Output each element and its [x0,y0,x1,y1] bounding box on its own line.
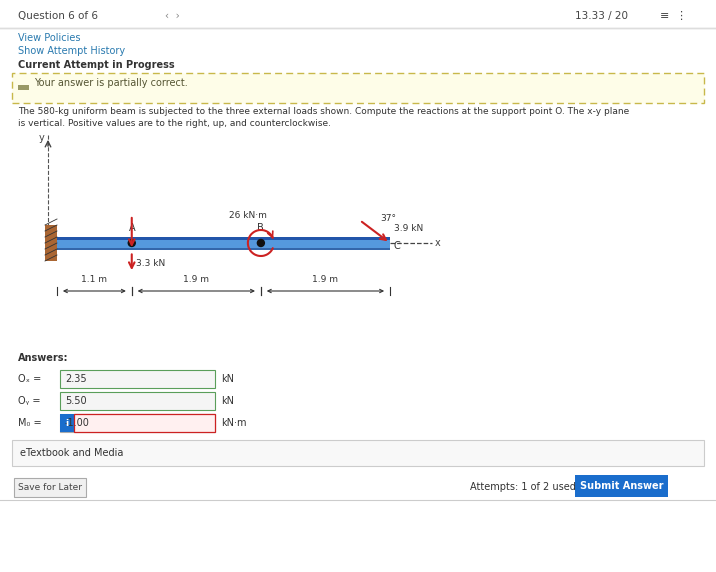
Bar [60,414,74,432]
Bar [57,236,390,240]
Text: eTextbook and Media: eTextbook and Media [20,448,123,458]
Text: kN: kN [221,374,234,384]
Text: Your answer is partially correct.: Your answer is partially correct. [34,78,188,88]
Text: 3.9 kN: 3.9 kN [394,224,423,233]
Circle shape [257,240,264,247]
Text: x: x [435,238,441,248]
Bar [14,478,86,497]
Text: O: O [49,237,56,247]
Text: 2.35: 2.35 [65,374,87,384]
Text: 1.9 m: 1.9 m [312,275,339,284]
Text: 37°: 37° [380,213,396,223]
Text: 13.33 / 20: 13.33 / 20 [575,11,628,21]
Text: Submit Answer: Submit Answer [580,481,663,491]
Text: Answers:: Answers: [18,353,69,363]
Text: ⋮: ⋮ [675,11,686,21]
Text: Save for Later: Save for Later [18,483,82,491]
Text: Oₓ =: Oₓ = [18,374,42,384]
Text: Attempts: 1 of 2 used: Attempts: 1 of 2 used [470,482,576,492]
Text: Oᵧ =: Oᵧ = [18,396,41,406]
Text: A: A [128,223,135,233]
Bar [60,414,215,432]
Text: B: B [256,223,263,233]
Text: kN·m: kN·m [221,418,246,428]
Text: M₀ =: M₀ = [18,418,42,428]
Text: is vertical. Positive values are to the right, up, and counterclockwise.: is vertical. Positive values are to the … [18,120,331,129]
Text: 26 kN·m: 26 kN·m [229,210,267,220]
Bar [12,440,704,466]
Text: Current Attempt in Progress: Current Attempt in Progress [18,60,175,70]
Text: The 580-kg uniform beam is subjected to the three external loads shown. Compute : The 580-kg uniform beam is subjected to … [18,108,629,117]
Circle shape [128,240,135,247]
Text: 1.9 m: 1.9 m [183,275,209,284]
Bar [74,414,215,432]
Bar [45,225,57,261]
Text: y: y [39,133,45,143]
Bar [575,475,668,497]
Text: 3.3 kN: 3.3 kN [136,259,165,268]
Bar [18,85,29,90]
Bar [60,392,215,410]
Text: 5.50: 5.50 [65,396,87,406]
Bar [12,73,704,103]
Text: i: i [65,419,69,427]
Text: ≡: ≡ [660,11,669,21]
Bar [12,475,704,501]
Bar [60,370,215,388]
Text: View Policies: View Policies [18,33,80,43]
Text: ‹  ›: ‹ › [165,11,180,21]
Text: C: C [394,241,401,251]
Text: Show Attempt History: Show Attempt History [18,46,125,56]
Bar [57,248,390,249]
Bar [57,236,390,249]
Text: -1.00: -1.00 [65,418,90,428]
Text: 1.1 m: 1.1 m [82,275,107,284]
Text: kN: kN [221,396,234,406]
Text: Question 6 of 6: Question 6 of 6 [18,11,98,21]
